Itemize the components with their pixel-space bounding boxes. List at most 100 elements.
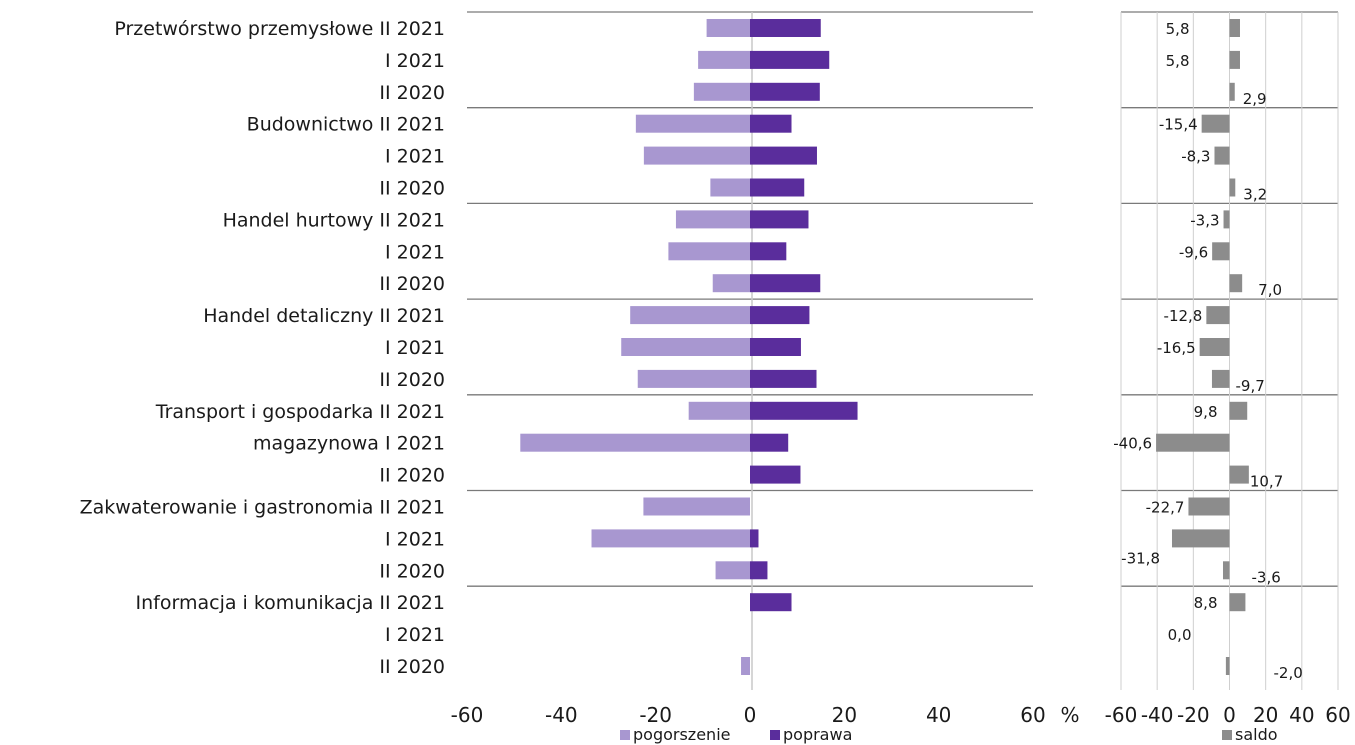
category-labels: Przetwórstwo przemysłowe II 2021 I 2021 II… xyxy=(80,18,445,678)
category-label: Przetwórstwo przemysłowe II 2021 xyxy=(114,18,445,40)
bar-poprawa xyxy=(750,210,809,229)
legend-label-saldo: saldo xyxy=(1235,725,1278,744)
category-label: Handel hurtowy II 2021 xyxy=(223,209,445,231)
bar-poprawa xyxy=(750,242,787,261)
saldo-data-label: -8,3 xyxy=(1181,148,1210,166)
bar-saldo xyxy=(1229,50,1240,69)
bar-pogorszenie xyxy=(637,369,750,388)
saldo-x-tick-label: -60 xyxy=(1105,703,1138,727)
saldo-data-label: -12,8 xyxy=(1164,307,1203,325)
x-tick-label: 20 xyxy=(832,703,857,727)
category-label: II 2020 xyxy=(379,656,445,678)
saldo-x-axis: -60 -40 -20 0 20 40 60 xyxy=(1105,703,1351,727)
saldo-x-tick-label: 20 xyxy=(1253,703,1278,727)
bar-poprawa xyxy=(750,369,817,388)
bar-saldo xyxy=(1225,657,1230,675)
bar-pogorszenie xyxy=(643,497,750,516)
bar-saldo xyxy=(1229,19,1240,37)
saldo-data-label: 2,9 xyxy=(1243,90,1267,108)
bar-poprawa xyxy=(750,114,792,133)
bar-saldo xyxy=(1223,210,1230,229)
category-label: magazynowa I 2021 xyxy=(253,433,445,455)
category-label: I 2021 xyxy=(385,624,445,646)
saldo-data-label: 5,8 xyxy=(1166,20,1190,38)
bar-saldo xyxy=(1206,306,1230,325)
x-tick-label: 40 xyxy=(926,703,951,727)
bar-poprawa xyxy=(750,146,817,165)
saldo-data-label: -15,4 xyxy=(1159,116,1198,134)
saldo-data-label: 0,0 xyxy=(1168,626,1192,644)
bar-pogorszenie xyxy=(668,242,750,261)
bar-saldo xyxy=(1214,146,1230,165)
bar-saldo xyxy=(1171,529,1230,548)
category-label: Handel detaliczny II 2021 xyxy=(203,305,445,327)
category-label: Transport i gospodarka II 2021 xyxy=(155,401,445,423)
bar-saldo xyxy=(1222,561,1230,580)
saldo-data-label: -3,6 xyxy=(1252,568,1281,586)
bar-saldo xyxy=(1229,401,1248,420)
category-label: I 2021 xyxy=(385,241,445,263)
bar-poprawa xyxy=(750,593,792,612)
saldo-data-label: -9,7 xyxy=(1236,377,1265,395)
bar-saldo xyxy=(1229,593,1246,612)
category-label: I 2021 xyxy=(385,146,445,168)
bar-pogorszenie xyxy=(712,274,750,293)
legend-swatch-saldo xyxy=(1222,730,1232,740)
bar-poprawa xyxy=(750,338,801,356)
category-label: Zakwaterowanie i gastronomia II 2021 xyxy=(80,497,445,519)
x-tick-label: -20 xyxy=(639,703,672,727)
bar-poprawa xyxy=(750,401,858,420)
saldo-x-tick-label: 60 xyxy=(1325,703,1350,727)
bar-pogorszenie xyxy=(643,146,750,165)
bar-pogorszenie xyxy=(591,529,750,548)
bar-saldo xyxy=(1229,274,1243,293)
x-tick-label: 0 xyxy=(744,703,757,727)
saldo-data-label: 5,8 xyxy=(1166,52,1190,70)
bar-pogorszenie xyxy=(698,50,750,69)
bar-pogorszenie xyxy=(630,306,750,325)
category-label: II 2020 xyxy=(379,273,445,295)
main-x-axis: % -60 -40 -20 0 20 40 60 xyxy=(451,703,1080,727)
saldo-data-label: 7,0 xyxy=(1258,281,1282,299)
saldo-data-label: 8,8 xyxy=(1194,594,1218,612)
bar-pogorszenie xyxy=(520,433,750,452)
saldo-x-tick-label: 0 xyxy=(1223,703,1236,727)
legend-swatch-poprawa xyxy=(770,730,780,740)
category-label: I 2021 xyxy=(385,528,445,550)
bar-poprawa xyxy=(750,465,801,484)
saldo-data-label: -3,3 xyxy=(1190,211,1219,229)
saldo-x-tick-label: -40 xyxy=(1141,703,1174,727)
category-label: I 2021 xyxy=(385,50,445,72)
bar-poprawa xyxy=(750,561,768,580)
saldo-data-label: -31,8 xyxy=(1121,549,1160,567)
category-label: II 2020 xyxy=(379,465,445,487)
bar-saldo xyxy=(1199,338,1230,356)
bar-pogorszenie xyxy=(706,19,750,37)
saldo-data-label: 3,2 xyxy=(1243,186,1267,204)
bar-pogorszenie xyxy=(715,561,750,580)
saldo-data-label: 9,8 xyxy=(1194,403,1218,421)
bar-pogorszenie xyxy=(688,401,750,420)
bar-poprawa xyxy=(750,178,805,197)
bar-saldo xyxy=(1188,497,1230,516)
bar-poprawa xyxy=(750,82,820,101)
x-tick-label: -60 xyxy=(451,703,484,727)
bar-saldo xyxy=(1229,82,1235,101)
category-label: II 2020 xyxy=(379,560,445,582)
bar-poprawa xyxy=(750,306,810,325)
unit-label: % xyxy=(1060,703,1079,727)
bar-saldo xyxy=(1201,114,1230,133)
legend-label-poprawa: poprawa xyxy=(783,725,852,744)
category-label: Informacja i komunikacja II 2021 xyxy=(136,592,445,614)
bar-pogorszenie xyxy=(635,114,750,133)
bar-pogorszenie xyxy=(621,338,750,356)
bar-saldo xyxy=(1229,178,1236,197)
bar-poprawa xyxy=(750,50,830,69)
category-label: Budownictwo II 2021 xyxy=(247,114,445,136)
bar-saldo xyxy=(1211,369,1230,388)
bar-poprawa xyxy=(750,274,821,293)
main-chart-bars xyxy=(520,19,858,675)
bar-pogorszenie xyxy=(693,82,750,101)
bar-saldo xyxy=(1156,433,1230,452)
bar-poprawa xyxy=(750,529,759,548)
